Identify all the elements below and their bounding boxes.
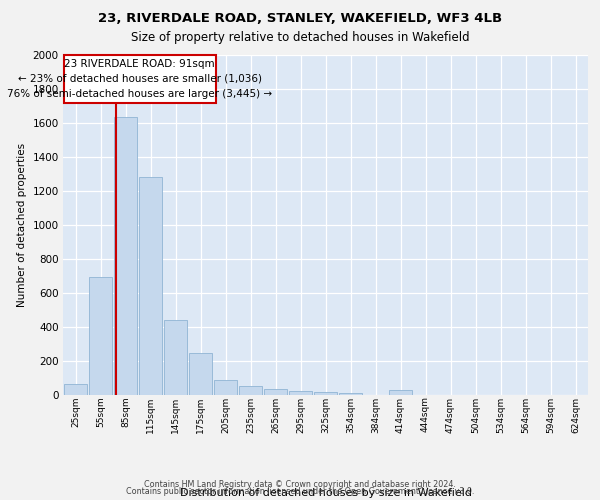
Bar [314,392,337,395]
Text: Contains HM Land Registry data © Crown copyright and database right 2024.: Contains HM Land Registry data © Crown c… [144,480,456,489]
Bar [289,391,312,395]
Bar [214,380,237,395]
Text: Size of property relative to detached houses in Wakefield: Size of property relative to detached ho… [131,31,469,44]
Bar [189,352,212,395]
Y-axis label: Number of detached properties: Number of detached properties [17,143,27,307]
X-axis label: Distribution of detached houses by size in Wakefield: Distribution of detached houses by size … [179,488,472,498]
Bar [239,386,262,395]
Bar [89,277,112,395]
Bar [139,176,162,395]
Bar [264,389,287,395]
Bar [64,384,87,395]
Text: 23, RIVERDALE ROAD, STANLEY, WAKEFIELD, WF3 4LB: 23, RIVERDALE ROAD, STANLEY, WAKEFIELD, … [98,12,502,26]
Text: Contains public sector information licensed under the Open Government Licence v3: Contains public sector information licen… [126,488,474,496]
Text: 23 RIVERDALE ROAD: 91sqm
← 23% of detached houses are smaller (1,036)
76% of sem: 23 RIVERDALE ROAD: 91sqm ← 23% of detach… [7,59,272,98]
Bar [64,55,215,102]
Bar [164,320,187,395]
Bar [114,117,137,395]
Bar [389,390,412,395]
Bar [339,393,362,395]
